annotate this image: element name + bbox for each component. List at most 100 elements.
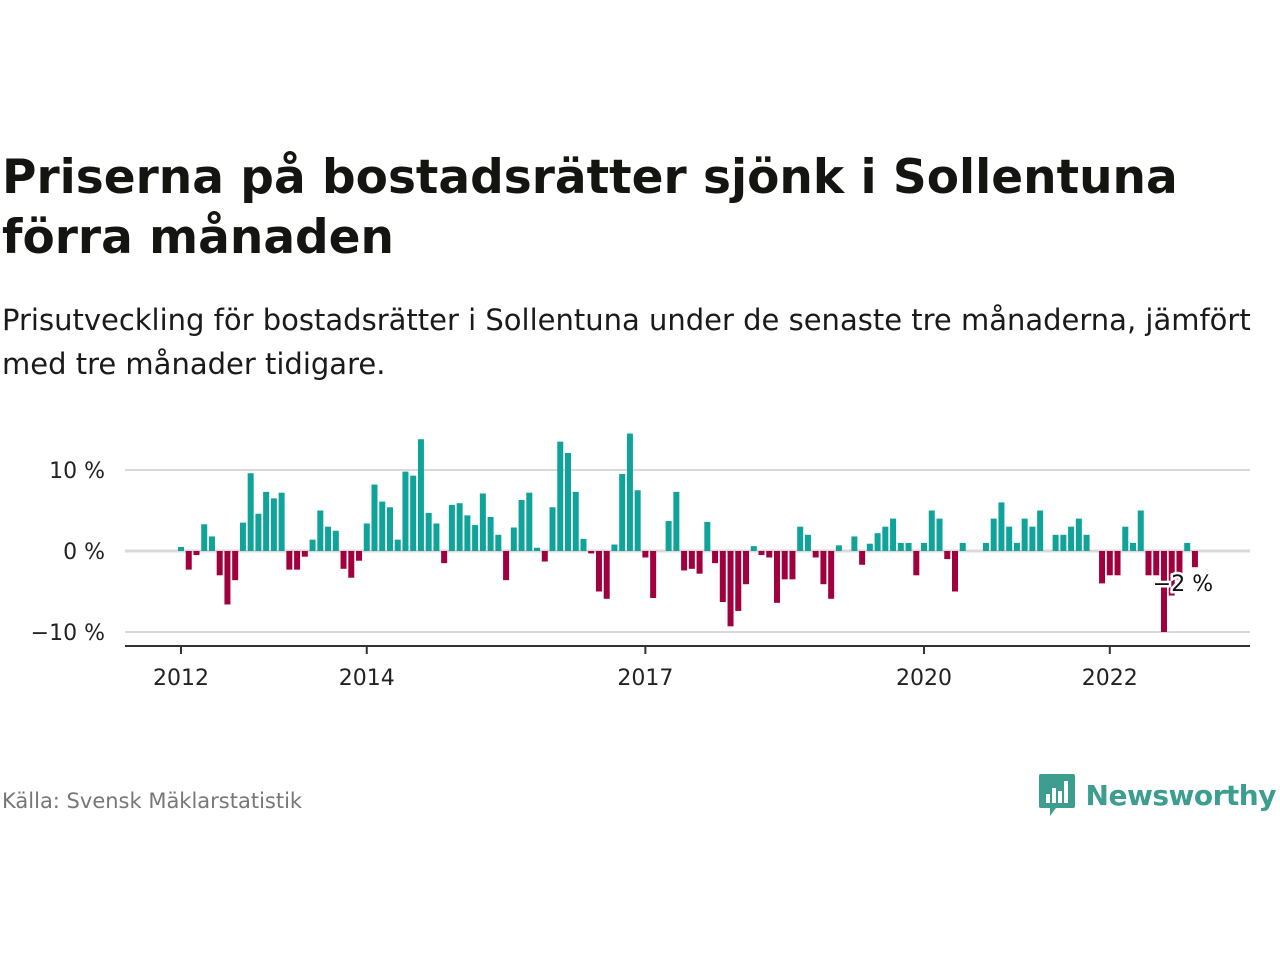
bar [866, 543, 873, 551]
bar [789, 551, 796, 580]
bar [781, 551, 788, 580]
bar [1168, 551, 1175, 596]
bar [239, 522, 246, 551]
bar [201, 524, 208, 551]
bar [851, 536, 858, 551]
page-title: Priserna på bostadsrätter sjönk i Sollen… [2, 150, 1178, 265]
bar [549, 507, 556, 551]
bar [425, 512, 432, 551]
last-value-label: −2 % [1153, 572, 1213, 597]
x-tick-label: 2022 [1082, 666, 1138, 691]
bar [1130, 542, 1137, 551]
bar [503, 551, 510, 581]
bar [557, 441, 564, 551]
bar [905, 542, 912, 551]
bar [278, 492, 285, 551]
bar [626, 433, 633, 551]
bar [255, 513, 262, 551]
bar [665, 521, 672, 551]
bar-chart: 10 % 0 % −10 % 2012 2014 2017 2020 2022 −2 % [31, 433, 1250, 691]
bar [719, 551, 726, 603]
bar [487, 516, 494, 551]
bar [673, 491, 680, 551]
bar [1114, 551, 1121, 576]
page-subtitle: Prisutveckling för bostadsrätter i Solle… [2, 303, 1251, 381]
annotation: −2 % [1150, 570, 1215, 600]
bar [1060, 534, 1067, 551]
bars [178, 433, 1198, 632]
bar [510, 527, 517, 551]
bar [921, 542, 928, 551]
bar [859, 551, 866, 565]
bar [773, 551, 780, 603]
bar [456, 503, 463, 551]
bar [208, 536, 215, 551]
bar [998, 502, 1005, 551]
bar [363, 523, 370, 551]
bar [828, 551, 835, 599]
bar [518, 499, 525, 551]
bar [394, 539, 401, 551]
bar [952, 551, 958, 592]
bar [1106, 551, 1113, 576]
bar [348, 551, 355, 578]
bar [371, 484, 378, 551]
bar [224, 551, 231, 605]
bar [936, 518, 943, 551]
bar [541, 551, 548, 562]
bar [704, 521, 711, 551]
bar [928, 510, 935, 551]
x-tick-label: 2012 [153, 666, 209, 691]
bar [270, 498, 277, 551]
bar [565, 452, 571, 551]
bar [1083, 534, 1090, 551]
bar [820, 551, 827, 585]
bar [263, 491, 270, 551]
bar [890, 518, 897, 551]
bar [611, 544, 618, 551]
bar [1122, 526, 1129, 551]
y-tick-label: −10 % [31, 621, 105, 646]
bar [193, 551, 200, 556]
bar [309, 539, 316, 551]
bar [410, 475, 417, 551]
bar [1145, 551, 1152, 576]
bar [479, 493, 486, 551]
bar [379, 501, 386, 551]
y-tick-label: 0 % [63, 540, 105, 565]
bar [642, 551, 649, 558]
bar [959, 542, 966, 551]
bar [1013, 542, 1020, 551]
bar [495, 534, 502, 551]
bar [897, 542, 904, 551]
bar [1037, 510, 1044, 551]
y-axis-ticks: 10 % 0 % −10 % [31, 459, 105, 646]
bar [913, 551, 920, 576]
bar [1153, 551, 1160, 576]
bar [1075, 518, 1082, 551]
x-tick-label: 2020 [896, 666, 952, 691]
bar [835, 545, 842, 551]
bar [1137, 510, 1144, 551]
bar [356, 551, 363, 561]
brand-logo: Newsworthy [1038, 772, 1277, 818]
bar [944, 551, 951, 560]
bar [402, 471, 409, 551]
bar [580, 538, 587, 551]
bar [1068, 526, 1075, 551]
bar [758, 551, 765, 556]
bar [874, 533, 881, 551]
bar [990, 518, 997, 551]
bar [982, 542, 989, 551]
bar [735, 551, 742, 611]
bar [727, 551, 734, 627]
bar [797, 526, 804, 551]
bar [185, 551, 192, 570]
bar [472, 525, 479, 551]
bar [325, 526, 332, 551]
bar [634, 490, 641, 551]
bar-chart-speech-bubble-icon [1038, 774, 1075, 816]
bar [534, 547, 541, 551]
bar [619, 474, 626, 551]
bar [386, 507, 393, 551]
